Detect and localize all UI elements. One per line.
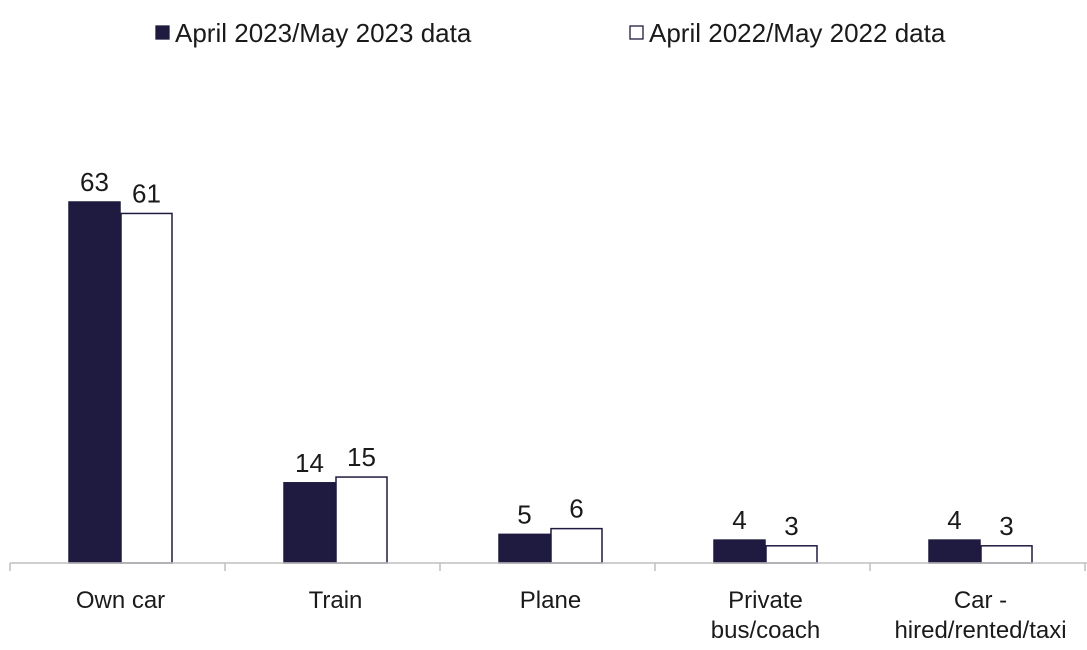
data-label-series2-5: 3 <box>999 511 1013 541</box>
data-label-series1-5: 4 <box>947 505 961 535</box>
data-label-series1-1: 63 <box>80 167 109 197</box>
x-tick-label-4: Private bus/coach <box>711 587 820 644</box>
data-label-series2-1: 61 <box>132 178 161 208</box>
legend-marker-2 <box>629 25 644 40</box>
data-label-series1-4: 4 <box>732 505 746 535</box>
bar-series1-5 <box>928 539 981 564</box>
data-label-series2-3: 6 <box>569 494 583 524</box>
x-tick-label-2: Train <box>309 587 363 614</box>
bar-series2-5 <box>980 545 1033 564</box>
data-label-series1-3: 5 <box>517 499 531 529</box>
x-tick-label-1: Own car <box>76 587 165 614</box>
x-tick-label-3: Plane <box>520 587 581 614</box>
bar-series2-4 <box>765 545 818 564</box>
bar-series2-2 <box>335 476 388 564</box>
legend-label-1: April 2023/May 2023 data <box>175 18 472 48</box>
legend: April 2023/May 2023 data April 2022/May 2… <box>155 18 946 48</box>
legend-marker-1 <box>155 25 170 40</box>
bar-series1-2 <box>283 482 336 564</box>
data-label-series2-4: 3 <box>784 511 798 541</box>
bars <box>68 201 1033 564</box>
x-tick-label-5: Car -hired/rented/taxi <box>894 587 1066 644</box>
bar-series2-3 <box>550 527 603 564</box>
data-label-series1-2: 14 <box>295 448 324 478</box>
x-axis: Own car Train Plane Private bus/coach Car -hi… <box>9 562 1087 644</box>
data-label-series2-2: 15 <box>347 442 376 472</box>
bar-series2-1 <box>120 212 173 564</box>
data-labels: 63 61 14 15 5 6 4 3 4 3 <box>80 167 1014 541</box>
legend-label-2: April 2022/May 2022 data <box>649 18 946 48</box>
bar-series1-4 <box>713 539 766 564</box>
bar-series1-3 <box>498 533 551 564</box>
bar-series1-1 <box>68 201 121 564</box>
